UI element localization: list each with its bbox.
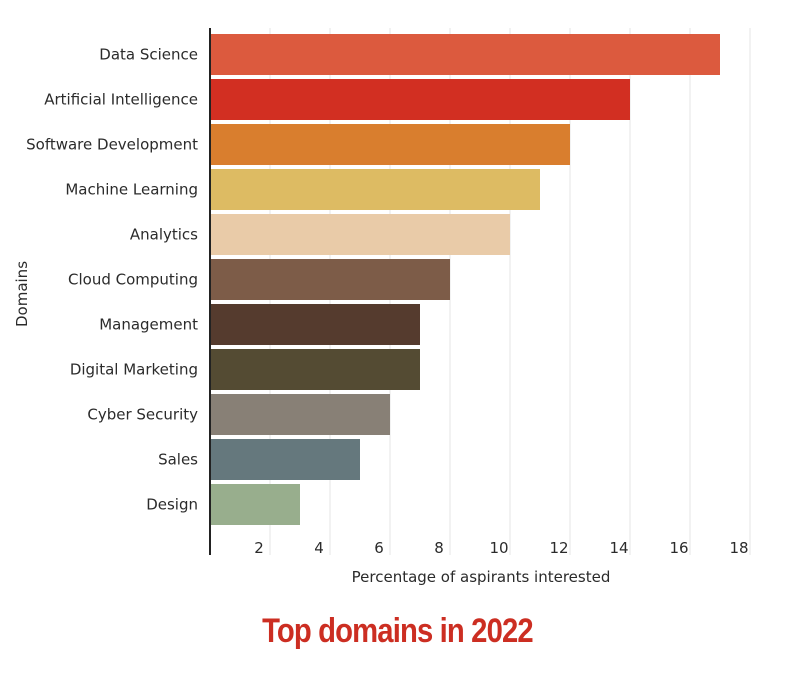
bar-software-development [210,124,570,165]
bar-digital-marketing [210,349,420,390]
bar-machine-learning [210,169,540,210]
bar-cyber-security [210,394,390,435]
category-label: Digital Marketing [70,361,198,379]
x-tick-label: 4 [314,539,324,557]
category-label: Artificial Intelligence [44,91,198,109]
x-tick-label: 10 [489,539,508,557]
bar-design [210,484,300,525]
x-tick-label: 16 [669,539,688,557]
category-label: Software Development [26,136,198,154]
category-label: Cyber Security [87,406,198,424]
x-tick-label: 8 [434,539,444,557]
x-tick-label: 12 [549,539,568,557]
x-tick-label: 2 [254,539,264,557]
category-label: Analytics [130,226,198,244]
category-labels: Data Science Artificial Intelligence Softw… [26,46,198,514]
bar-artificial-intelligence [210,79,630,120]
bar-chart: Data Science Artificial Intelligence Softw… [13,28,751,586]
x-tick-label: 14 [609,539,628,557]
x-axis-title: Percentage of aspirants interested [352,568,611,586]
bar-sales [210,439,360,480]
bars [210,34,720,525]
category-label: Cloud Computing [68,271,198,289]
category-label: Management [99,316,198,334]
x-tick-label: 18 [729,539,748,557]
y-axis-title: Domains [13,261,31,327]
chart-title: Top domains in 2022 [262,612,534,650]
category-label: Machine Learning [65,181,198,199]
bar-data-science [210,34,720,75]
bar-management [210,304,420,345]
bar-analytics [210,214,510,255]
bar-cloud-computing [210,259,450,300]
category-label: Sales [158,451,198,469]
x-tick-label: 6 [374,539,384,557]
category-label: Data Science [99,46,198,64]
x-tick-labels: 2 4 6 8 10 12 14 16 18 [254,539,748,557]
category-label: Design [146,496,198,514]
